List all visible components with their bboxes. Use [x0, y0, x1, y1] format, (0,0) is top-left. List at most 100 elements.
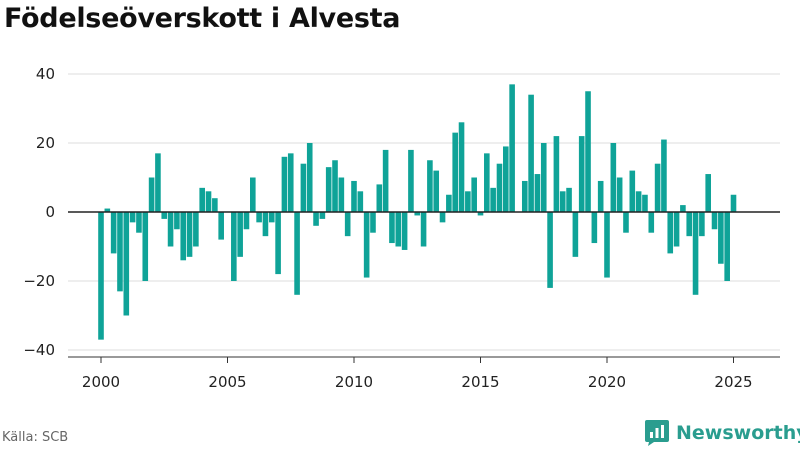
- bar: [300, 163, 307, 212]
- bar: [578, 136, 585, 212]
- bar: [325, 167, 332, 212]
- bar: [629, 170, 636, 212]
- bar: [294, 212, 300, 295]
- bar: [117, 212, 123, 292]
- bar: [642, 194, 648, 212]
- bar: [319, 212, 326, 219]
- bar: [98, 212, 104, 340]
- bar: [730, 194, 737, 212]
- bar: [205, 191, 212, 212]
- bar: [699, 212, 705, 237]
- bar: [547, 212, 553, 288]
- bar: [597, 180, 604, 212]
- bar: [250, 177, 256, 212]
- axes: −40 −20 0 20 40 2000 2005 2010 2015 2020 2025: [23, 65, 780, 391]
- bar: [212, 198, 218, 212]
- bar: [446, 194, 452, 212]
- bar: [395, 212, 402, 247]
- bar: [281, 156, 288, 212]
- bar: [553, 136, 560, 212]
- bar: [471, 177, 477, 212]
- bar: [136, 212, 142, 233]
- bar: [262, 212, 269, 237]
- bar: [585, 91, 591, 212]
- bar: [604, 212, 610, 278]
- bar: [231, 212, 237, 281]
- bar: [648, 212, 655, 233]
- newsworthy-logo-icon: [645, 420, 669, 446]
- bar: [161, 212, 168, 219]
- bar: [382, 149, 389, 212]
- bar: [610, 143, 617, 212]
- chart-title: Födelseöverskott i Alvesta: [4, 3, 401, 34]
- bar: [408, 149, 414, 212]
- bar: [129, 212, 136, 223]
- bar: [155, 153, 161, 212]
- bar: [484, 153, 490, 212]
- bar: [661, 139, 667, 212]
- bar: [490, 187, 496, 212]
- bar: [199, 187, 205, 212]
- y-tick-label: −40: [23, 341, 55, 359]
- bar: [357, 191, 364, 212]
- bar: [705, 174, 711, 212]
- bar: [344, 212, 351, 237]
- bar: [218, 212, 224, 240]
- bar: [635, 191, 642, 212]
- bar: [427, 160, 433, 212]
- bar: [338, 177, 345, 212]
- bar: [452, 132, 458, 212]
- bar: [414, 212, 421, 216]
- bar: [654, 163, 661, 212]
- bar: [167, 212, 174, 247]
- y-tick-label: 20: [36, 134, 55, 152]
- x-tick-label: 2000: [82, 373, 120, 391]
- bar: [110, 212, 117, 254]
- x-tick-label: 2015: [461, 373, 499, 391]
- bar: [534, 174, 541, 212]
- source-note: Källa: SCB: [2, 430, 69, 445]
- bar: [521, 180, 528, 212]
- brand-name: Newsworthy: [676, 422, 800, 444]
- bar: [591, 212, 598, 244]
- bar: [540, 143, 547, 212]
- bar: [148, 177, 155, 212]
- x-tick-label: 2010: [335, 373, 373, 391]
- bar: [572, 212, 579, 257]
- y-tick-label: −20: [23, 272, 55, 290]
- x-tick-label: 2005: [208, 373, 246, 391]
- bar: [509, 84, 515, 212]
- bar: [104, 208, 111, 212]
- bar: [566, 187, 572, 212]
- bar: [256, 212, 262, 223]
- bar: [351, 180, 357, 212]
- bar: [667, 212, 674, 254]
- bar: [180, 212, 187, 261]
- x-tick-label: 2020: [588, 373, 626, 391]
- bar: [237, 212, 243, 257]
- bar: [389, 212, 395, 244]
- bar: [123, 212, 130, 316]
- x-tick-label: 2025: [714, 373, 752, 391]
- bar: [275, 212, 281, 275]
- bar: [496, 163, 503, 212]
- bar: [724, 212, 730, 281]
- bar: [376, 184, 383, 212]
- bar: [477, 212, 484, 216]
- bar: [313, 212, 319, 226]
- bar: [465, 191, 471, 212]
- bars: [98, 84, 737, 340]
- bar: [673, 212, 680, 247]
- bar: [142, 212, 149, 281]
- bar: [420, 212, 427, 247]
- bar: [193, 212, 199, 247]
- brand-logo[interactable]: Newsworthy: [644, 419, 800, 447]
- bar: [186, 212, 193, 257]
- bar: [616, 177, 623, 212]
- bar: [370, 212, 376, 233]
- bar: [287, 153, 294, 212]
- bar: [458, 122, 465, 212]
- bar: [401, 212, 408, 250]
- bar: [623, 212, 629, 233]
